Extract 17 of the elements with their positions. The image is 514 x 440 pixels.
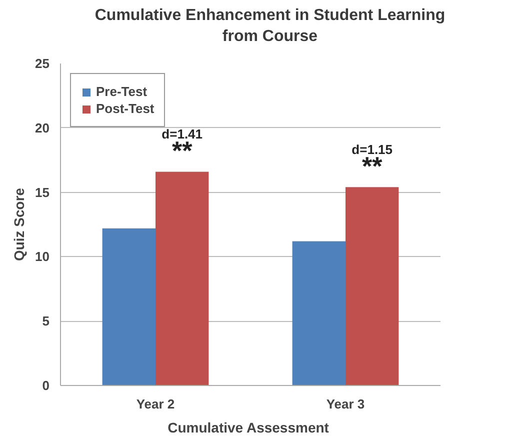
y-tick-label: 20 [35, 120, 50, 136]
y-tick-label: 10 [35, 249, 50, 264]
legend-label: Post-Test [96, 101, 154, 116]
y-tick-label: 5 [42, 314, 50, 329]
chart-title: Cumulative Enhancement in Student Learning from Course [94, 6, 446, 47]
y-tick-label: 25 [35, 56, 50, 71]
bar [346, 187, 399, 386]
x-axis-title: Cumulative Assessment [168, 420, 330, 436]
bar [156, 172, 209, 386]
bar [102, 228, 156, 386]
y-tick-label: 15 [35, 184, 50, 200]
legend-label: Pre-Test [96, 84, 148, 99]
bar [292, 241, 346, 386]
x-tick-label: Year 2 [136, 396, 175, 412]
y-axis-title: Quiz Score [11, 188, 28, 262]
x-tick-label: Year 3 [326, 396, 365, 412]
y-tick-label: 0 [42, 378, 50, 393]
